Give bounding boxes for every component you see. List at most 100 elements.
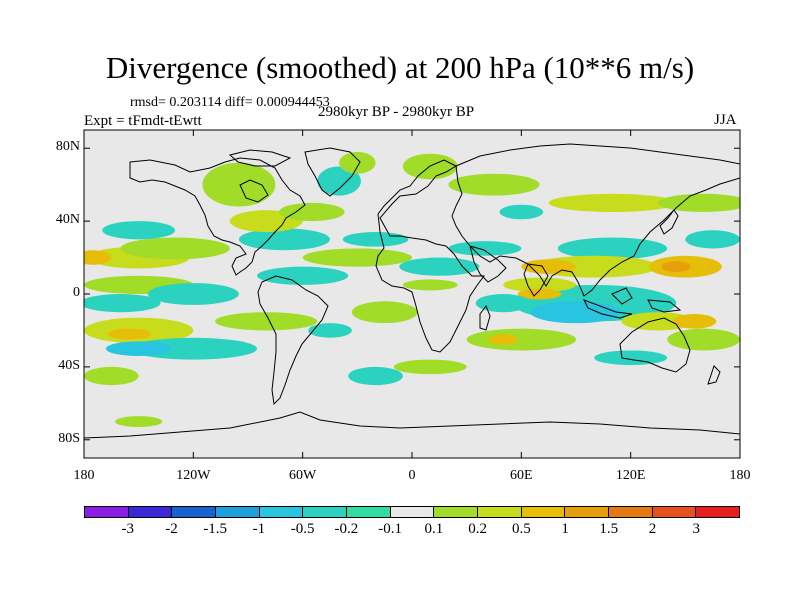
- colorbar-label-8: 0.2: [468, 521, 487, 537]
- coastline-arabia: [469, 245, 507, 283]
- colorbar-label-2: -1.5: [203, 521, 228, 537]
- colorbar-label-9: 0.5: [511, 521, 531, 537]
- contour-region-34: [685, 230, 740, 249]
- contour-region-30: [658, 193, 740, 212]
- colorbar-label-0: -3: [121, 521, 134, 537]
- coastline-south-america: [257, 275, 329, 406]
- colorbar-box-2: [172, 507, 217, 517]
- colorbar-label-11: 1.5: [599, 521, 619, 537]
- contour-region-42: [517, 288, 562, 300]
- colorbar-box-7: [390, 507, 435, 517]
- colorbar-box-9: [478, 507, 522, 517]
- colorbar-label-10: 1: [561, 521, 569, 537]
- contour-region-3: [102, 221, 176, 240]
- colorbar-label-3: -1: [252, 521, 266, 537]
- x-tick-label-1: 120W: [176, 468, 211, 483]
- coastline-madagascar: [479, 304, 491, 331]
- colorbar-box-6: [347, 507, 391, 517]
- contour-region-22: [215, 312, 318, 331]
- contour-region-47: [466, 328, 576, 351]
- colorbar-box-3: [216, 507, 260, 517]
- colorbar-label-5: -0.2: [334, 521, 359, 537]
- coastline-antarctica: [84, 411, 740, 439]
- y-tick-label-2: 0: [73, 285, 80, 300]
- colorbar-box-5: [303, 507, 348, 517]
- chart-title: Divergence (smoothed) at 200 hPa (10**6 …: [105, 50, 695, 85]
- contour-region-24: [351, 301, 418, 324]
- colorbar-box-1: [128, 507, 173, 517]
- colorbar-label-4: -0.5: [290, 521, 315, 537]
- experiment-label: Expt = tFmdt-tEwtt: [84, 113, 202, 129]
- colorbar-label-13: 3: [692, 521, 701, 537]
- colorbar-box-11: [565, 507, 610, 517]
- x-tick-label-5: 120E: [615, 468, 646, 483]
- contour-region-8: [107, 328, 152, 340]
- contour-region-9: [129, 337, 258, 360]
- contour-region-51: [348, 366, 403, 386]
- y-tick-label-4: 80S: [58, 430, 80, 446]
- colorbar: [84, 506, 740, 518]
- coastline-new-zealand: [707, 365, 721, 385]
- colorbar-box-10: [521, 507, 566, 517]
- contour-region-19: [257, 266, 349, 285]
- contour-region-36: [521, 259, 577, 274]
- y-tick-label-3: 40S: [58, 357, 80, 373]
- coastline-arctic-islands: [228, 149, 292, 167]
- contour-region-2: [120, 237, 230, 260]
- colorbar-box-0: [85, 507, 129, 517]
- x-tick-label-3: 0: [408, 468, 416, 483]
- contour-region-15: [339, 151, 376, 174]
- contour-region-40: [530, 301, 622, 324]
- contour-region-5: [84, 294, 161, 313]
- contour-region-13: [202, 162, 276, 207]
- contour-region-18: [278, 202, 345, 222]
- contour-region-21: [342, 232, 409, 247]
- colorbar-label-7: 0.1: [424, 521, 444, 537]
- coastline-greenland: [304, 147, 361, 197]
- contour-region-10: [105, 341, 172, 356]
- contour-region-43: [475, 294, 531, 313]
- contour-region-44: [621, 312, 695, 331]
- contour-region-16: [238, 228, 330, 251]
- x-tick-label-2: 60W: [289, 468, 317, 483]
- coastline-india: [523, 263, 549, 297]
- coastline-north-america: [129, 157, 306, 276]
- colorbar-box-12: [609, 507, 653, 517]
- contour-region-29: [548, 193, 677, 212]
- y-tick-label-0: 80N: [55, 139, 80, 155]
- colorbar-label-12: 2: [648, 521, 657, 537]
- rmsd-diff-stats: rmsd= 0.203114 diff= 0.000944453: [130, 95, 330, 110]
- period-label: 2980kyr BP - 2980kyr BP: [318, 104, 475, 120]
- contour-region-11: [84, 366, 139, 386]
- contour-region-46: [667, 328, 740, 351]
- contour-region-14: [317, 166, 361, 196]
- colorbar-label-1: -2: [165, 521, 178, 537]
- colorbar-box-13: [652, 507, 697, 517]
- contour-region-28: [448, 173, 540, 196]
- contour-region-32: [448, 241, 522, 256]
- contour-region-6: [147, 283, 239, 305]
- coastline-australia: [619, 317, 691, 373]
- coastline-europe-africa: [375, 159, 485, 353]
- divergence-contours: [84, 151, 740, 428]
- colorbar-box-8: [434, 507, 479, 517]
- coastline-hudson-bay: [239, 179, 269, 203]
- y-tick-label-1: 40N: [55, 212, 80, 228]
- contour-region-26: [402, 279, 458, 291]
- contour-region-49: [594, 350, 668, 366]
- contour-region-20: [302, 248, 413, 267]
- axis-ticks: [83, 130, 741, 458]
- colorbar-box-14: [696, 507, 740, 517]
- contour-region-41: [503, 277, 576, 293]
- contour-region-1: [84, 250, 112, 265]
- contour-region-38: [661, 261, 691, 273]
- contour-region-23: [308, 323, 352, 338]
- coastline-indonesia: [582, 287, 682, 319]
- colorbar-label-6: -0.1: [378, 521, 402, 537]
- contour-region-50: [393, 359, 467, 375]
- contour-region-48: [488, 334, 518, 346]
- contour-region-25: [399, 257, 480, 276]
- x-tick-label-0: 180: [73, 468, 95, 483]
- contour-region-12: [114, 416, 163, 428]
